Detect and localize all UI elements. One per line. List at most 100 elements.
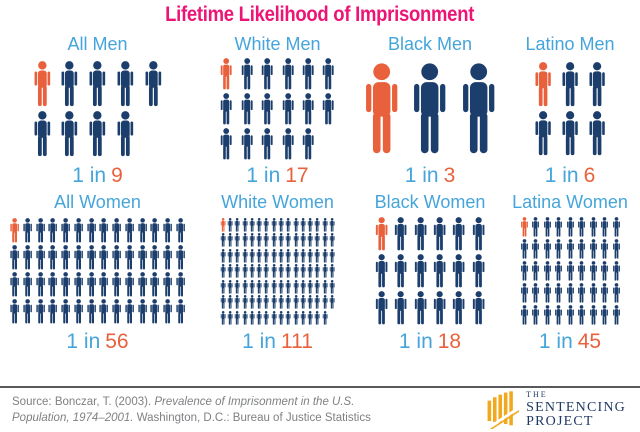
person-icon [301,58,315,90]
person-icon [285,311,291,325]
person-icon [278,233,284,247]
person-icon [531,217,540,237]
person-icon [22,299,33,324]
person-icon [260,93,274,125]
person-icon [531,239,540,259]
person-icon [124,245,135,270]
person-icon [560,62,580,107]
person-icon [413,254,428,288]
person-icon [281,58,295,90]
person-icon [566,217,575,237]
person-icon [111,245,122,270]
person-icon [281,93,295,125]
person-icon [98,272,109,297]
person-icon [307,233,313,247]
person-icon [374,254,389,288]
person-icon-highlighted [32,61,53,107]
person-icon [175,245,186,270]
person-icon [566,305,575,325]
figure-row [220,249,336,263]
ratio-text: 1 in 45 [538,330,602,353]
group-all-women: All Women 1 in 56 [0,188,195,354]
person-icon [520,261,529,281]
person-icon-highlighted [361,63,402,155]
person-icon-highlighted [219,58,233,90]
ratio-text: 1 in 111 [242,330,313,353]
source-title: Prevalence of Imprisonment in the U.S. P… [12,395,355,424]
person-icon [86,218,97,243]
group-label: Latina Women [512,192,628,212]
person-icon [60,218,71,243]
person-icon [227,311,233,325]
person-icon [300,311,306,325]
person-icon-highlighted [9,218,20,243]
person-icon [263,218,269,232]
pictogram-latina-women [520,215,621,327]
person-icon [47,299,58,324]
person-icon [451,217,466,251]
figure-row [220,218,336,232]
person-icon [256,311,262,325]
person-icon [589,239,598,259]
person-icon [314,311,320,325]
person-icon [451,254,466,288]
person-icon [242,249,248,263]
person-icon [307,311,313,325]
person-icon [471,217,486,251]
person-icon [278,264,284,278]
logo-text: THE SENTENCING PROJECT [526,391,626,429]
logo-line-sentencing: SENTENCING [526,400,626,415]
person-icon [589,305,598,325]
person-icon [577,239,586,259]
figure-row [219,93,335,125]
figure-row [32,61,163,107]
person-icon [73,218,84,243]
person-icon [234,280,240,294]
person-icon [220,264,226,278]
figure-row [520,283,621,303]
person-icon [554,239,563,259]
person-icon [271,249,277,263]
figure-row [32,111,136,157]
source-suffix: Washington, D.C.: Bureau of Justice Stat… [133,412,371,424]
person-icon [413,291,428,325]
person-icon [175,272,186,297]
person-icon [249,311,255,325]
pictogram-all-women [9,215,186,327]
person-icon-highlighted [520,217,529,237]
person-icon [589,283,598,303]
person-icon [554,283,563,303]
person-icon [249,233,255,247]
person-icon [314,280,320,294]
person-icon [242,295,248,309]
person-icon [293,249,299,263]
page-title-bar: Lifetime Likelihood of Imprisonment [0,0,640,30]
figure-row [361,63,499,155]
group-black-men: Black Men 1 in 3 [360,30,500,188]
person-icon [278,295,284,309]
figure-row [9,245,186,270]
person-icon [285,280,291,294]
person-icon [149,272,160,297]
figure-row [220,264,336,278]
source-prefix: Source: Bonczar, T. (2003). [12,395,155,408]
person-icon [260,58,274,90]
person-icon [314,233,320,247]
person-icon [242,218,248,232]
person-icon [322,218,328,232]
person-icon [240,58,254,90]
person-icon-highlighted [220,218,226,232]
person-icon [566,239,575,259]
person-icon [293,280,299,294]
person-icon [115,111,136,157]
person-icon [322,295,328,309]
person-icon [60,272,71,297]
person-icon [219,128,233,160]
figure-row [520,217,621,237]
person-icon [322,233,328,247]
person-icon [432,217,447,251]
figure-row [533,62,608,107]
person-icon [263,280,269,294]
person-icon [35,272,46,297]
person-icon [149,218,160,243]
